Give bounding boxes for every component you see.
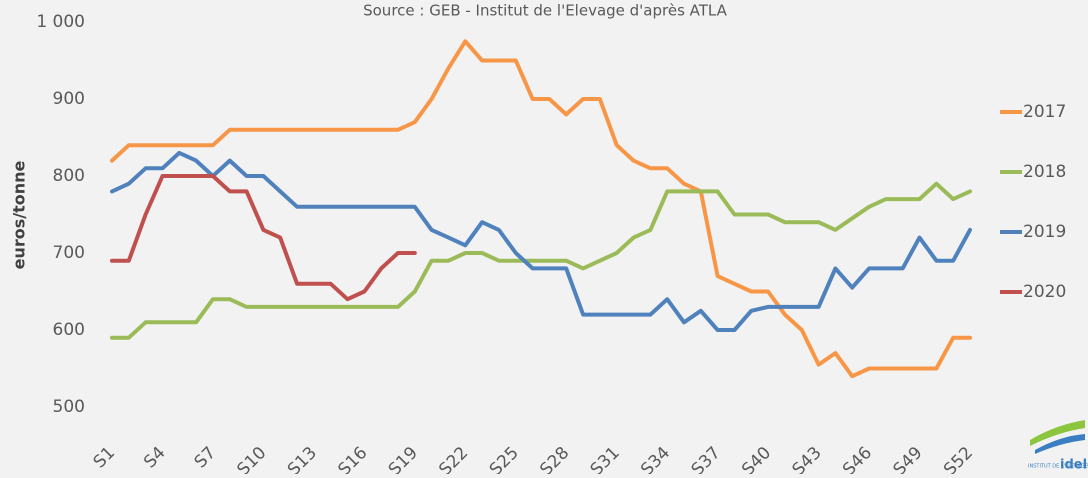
y-tick-label: 1 000 [36, 12, 85, 32]
y-tick-label: 900 [53, 89, 85, 109]
series-line [110, 174, 417, 302]
legend-label: 2018 [1023, 162, 1066, 182]
y-tick-label: 700 [53, 243, 85, 263]
logo-caption: INSTITUT DE L'ELEVAGE [1028, 464, 1088, 470]
chart-subtitle: Source : GEB - Institut de l'Elevage d'a… [363, 2, 728, 20]
y-tick-label: 600 [53, 320, 85, 340]
legend-label: 2017 [1023, 102, 1066, 122]
series-line [110, 181, 972, 340]
y-axis-label: euros/tonne [10, 160, 29, 269]
logo-name: idele [1060, 458, 1088, 473]
legend-label: 2020 [1023, 282, 1066, 302]
logo-swoosh [1030, 420, 1085, 446]
logo-swoosh [1035, 434, 1085, 454]
legend-label: 2019 [1023, 222, 1066, 242]
y-tick-label: 500 [53, 397, 85, 417]
logo: INSTITUT DE L'ELEVAGE idele [1028, 420, 1088, 473]
series-line [110, 150, 972, 332]
y-tick-label: 800 [53, 166, 85, 186]
series-line [110, 39, 972, 379]
